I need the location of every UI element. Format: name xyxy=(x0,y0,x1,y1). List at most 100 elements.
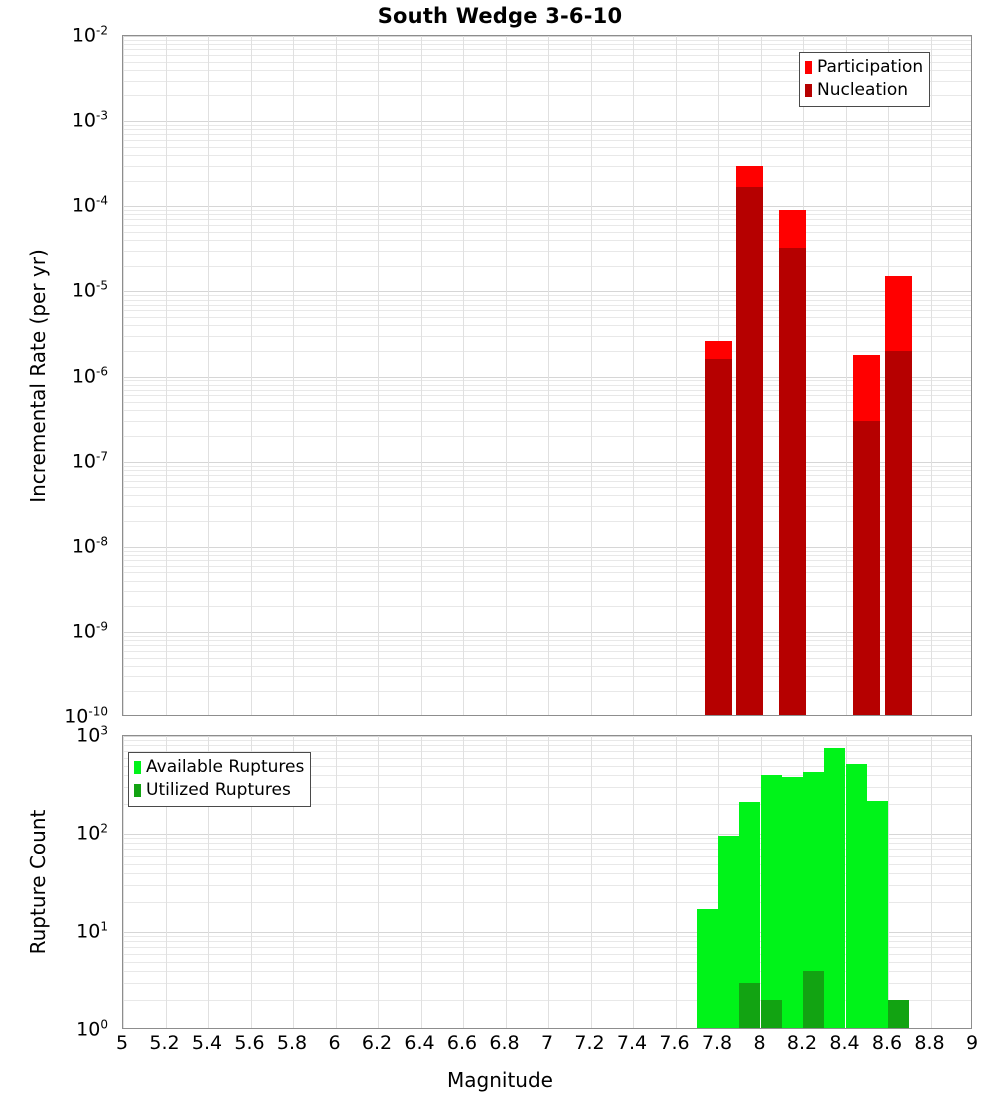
gridline-vertical xyxy=(590,36,592,715)
gridline-vertical xyxy=(675,36,677,715)
gridline-major xyxy=(123,206,971,208)
gridline-minor xyxy=(123,580,971,582)
gridline-major xyxy=(123,932,971,933)
x-tick-label: 8.6 xyxy=(871,1032,903,1054)
gridline-vertical xyxy=(505,736,507,1028)
gridline-vertical xyxy=(335,36,337,715)
gridline-major xyxy=(123,736,971,737)
gridline-minor xyxy=(123,129,971,131)
gridline-minor xyxy=(123,572,971,574)
gridline-vertical xyxy=(293,36,294,715)
x-tick-label: 6.8 xyxy=(489,1032,520,1054)
gridline-minor xyxy=(123,214,971,216)
bar-available-7.95 xyxy=(739,802,761,1028)
gridline-minor xyxy=(123,645,971,647)
bottom-y-axis-label: Rupture Count xyxy=(26,809,50,955)
bar-available-8.25 xyxy=(803,771,825,1028)
gridline-minor xyxy=(123,384,971,386)
gridline-minor xyxy=(123,125,971,127)
y-tick-label: 10-2 xyxy=(71,23,108,47)
x-tick-label: 6.2 xyxy=(361,1032,393,1054)
gridline-minor xyxy=(123,657,971,659)
incremental-rate-plot xyxy=(122,35,972,716)
gridline-minor xyxy=(123,506,971,508)
page-title: South Wedge 3-6-10 xyxy=(377,4,623,28)
gridline-vertical xyxy=(420,736,422,1028)
x-tick-label: 6 xyxy=(328,1032,341,1054)
gridline-minor xyxy=(123,250,971,252)
x-tick-label: 7.2 xyxy=(574,1032,605,1054)
gridline-minor xyxy=(123,606,971,608)
gridline-major xyxy=(123,834,971,835)
legend-label: Available Ruptures xyxy=(146,757,305,777)
gridline-minor xyxy=(123,80,971,82)
gridline-minor xyxy=(123,134,971,136)
gridline-minor xyxy=(123,325,971,327)
gridline-vertical xyxy=(463,36,464,715)
legend-label: Participation xyxy=(817,57,924,77)
gridline-vertical xyxy=(845,36,847,715)
y-tick-label: 101 xyxy=(76,919,108,943)
bar-utilized-8.05 xyxy=(760,1000,782,1028)
gridline-minor xyxy=(123,885,971,887)
gridline-minor xyxy=(123,69,971,71)
gridline-vertical xyxy=(590,736,592,1028)
gridline-vertical xyxy=(208,36,209,715)
gridline-minor xyxy=(123,95,971,97)
gridline-minor xyxy=(123,855,971,857)
gridline-major xyxy=(123,291,971,293)
gridline-vertical xyxy=(335,736,337,1028)
gridline-minor xyxy=(123,435,971,437)
y-tick-label: 10-10 xyxy=(64,704,108,728)
gridline-minor xyxy=(123,44,971,46)
gridline-vertical xyxy=(675,736,677,1028)
gridline-vertical xyxy=(165,36,167,715)
gridline-minor xyxy=(123,210,971,212)
gridline-vertical xyxy=(378,36,379,715)
gridline-minor xyxy=(123,774,971,776)
gridline-minor xyxy=(123,591,971,593)
gridline-minor xyxy=(123,765,971,767)
gridline-vertical xyxy=(208,736,209,1028)
top-y-axis-label: Incremental Rate (per yr) xyxy=(26,248,50,503)
gridline-minor xyxy=(123,480,971,482)
gridline-minor xyxy=(123,565,971,567)
y-tick-label: 103 xyxy=(76,723,108,747)
y-tick-label: 10-4 xyxy=(71,193,108,217)
gridline-minor xyxy=(123,146,971,148)
gridline-vertical xyxy=(505,36,507,715)
bar-nucleation-7.95 xyxy=(736,186,764,715)
gridline-minor xyxy=(123,219,971,221)
gridline-minor xyxy=(123,665,971,667)
gridline-minor xyxy=(123,295,971,297)
bar-available-8.05 xyxy=(760,774,782,1028)
gridline-minor xyxy=(123,410,971,412)
gridline-vertical xyxy=(293,736,294,1028)
gridline-minor xyxy=(123,521,971,523)
x-axis-label: Magnitude xyxy=(447,1068,553,1092)
gridline-minor xyxy=(123,304,971,306)
gridline-minor xyxy=(123,465,971,467)
legend-swatch-icon xyxy=(805,84,812,97)
gridline-minor xyxy=(123,983,971,985)
gridline-vertical xyxy=(165,736,167,1028)
x-tick-label: 7 xyxy=(540,1032,554,1054)
gridline-minor xyxy=(123,787,971,789)
gridline-minor xyxy=(123,843,971,845)
gridline-minor xyxy=(123,863,971,865)
x-tick-label: 8.2 xyxy=(786,1032,818,1054)
gridline-vertical xyxy=(930,36,932,715)
gridline-minor xyxy=(123,474,971,476)
gridline-minor xyxy=(123,299,971,301)
x-tick-label: 7.4 xyxy=(616,1032,648,1054)
gridline-minor xyxy=(123,469,971,471)
gridline-minor xyxy=(123,947,971,949)
gridline-minor xyxy=(123,140,971,141)
legend-swatch-icon xyxy=(134,761,141,774)
gridline-vertical xyxy=(420,36,422,715)
bar-available-8.45 xyxy=(845,763,867,1028)
x-tick-label: 5.4 xyxy=(191,1032,223,1054)
gridline-minor xyxy=(123,54,971,56)
gridline-minor xyxy=(123,849,971,851)
